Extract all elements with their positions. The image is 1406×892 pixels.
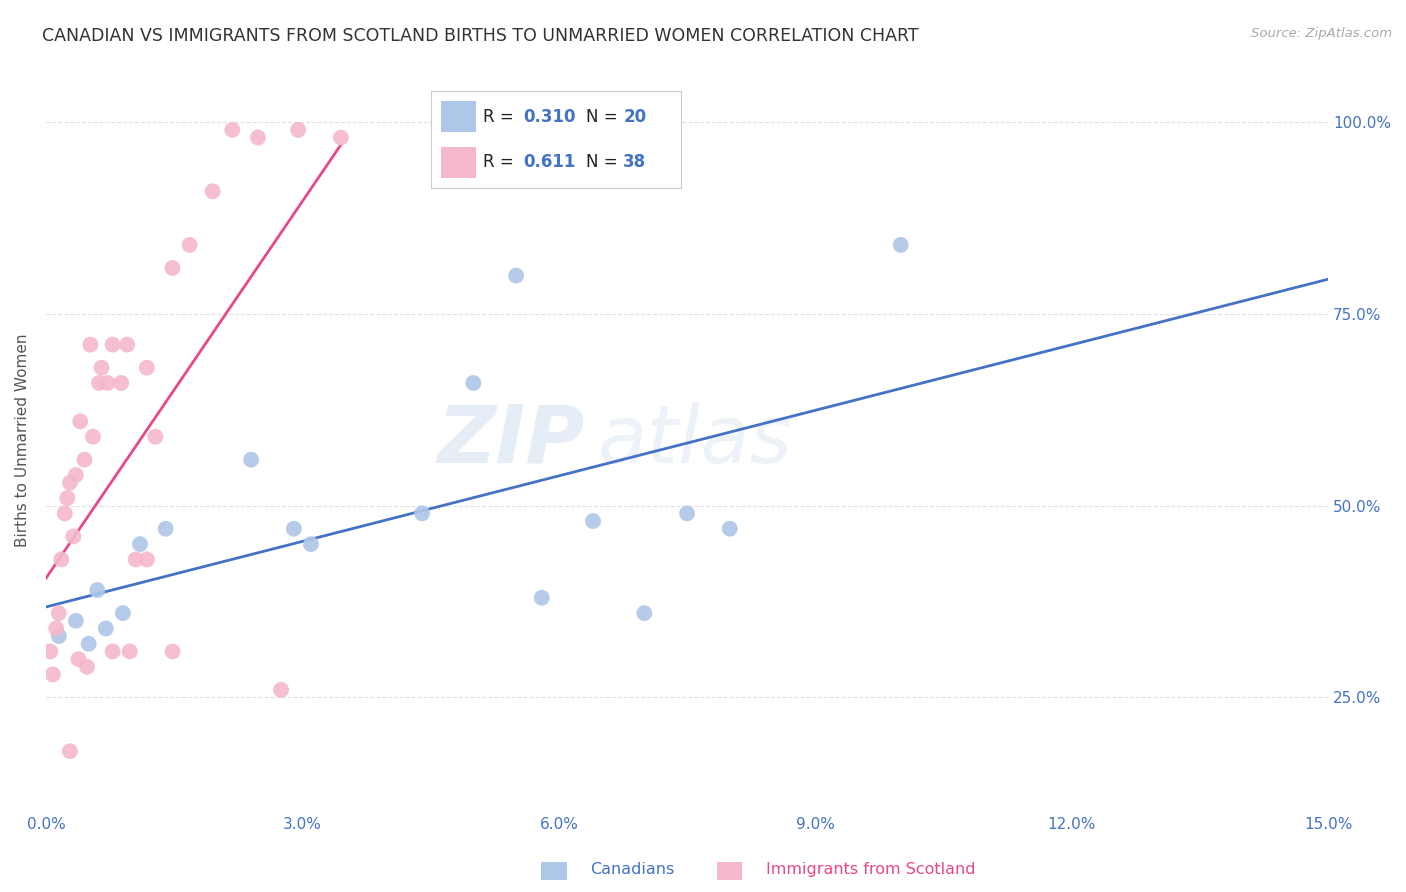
Point	[135, 360, 157, 375]
Point	[240, 452, 263, 467]
Point	[129, 537, 152, 551]
Point	[53, 507, 76, 521]
Text: atlas: atlas	[598, 401, 792, 480]
Point	[155, 522, 177, 536]
Point	[56, 491, 79, 505]
Point	[101, 644, 124, 658]
Point	[62, 529, 84, 543]
Point	[111, 606, 134, 620]
Point	[67, 652, 90, 666]
Point	[179, 238, 201, 252]
Point	[221, 123, 243, 137]
Point	[135, 552, 157, 566]
Point	[42, 667, 65, 681]
Point	[59, 744, 82, 758]
Point	[505, 268, 527, 283]
Point	[90, 360, 112, 375]
Point	[48, 606, 70, 620]
Point	[676, 507, 699, 521]
Point	[329, 130, 352, 145]
Text: Immigrants from Scotland: Immigrants from Scotland	[766, 863, 976, 877]
Point	[633, 606, 655, 620]
Point	[65, 614, 87, 628]
Point	[77, 637, 100, 651]
Point	[51, 552, 73, 566]
Text: Source: ZipAtlas.com: Source: ZipAtlas.com	[1251, 27, 1392, 40]
Point	[118, 644, 141, 658]
Point	[411, 507, 433, 521]
Point	[145, 430, 167, 444]
Point	[283, 522, 305, 536]
Point	[59, 475, 82, 490]
Point	[96, 376, 118, 390]
Point	[530, 591, 553, 605]
Point	[79, 337, 101, 351]
Point	[101, 337, 124, 351]
Point	[94, 622, 117, 636]
Point	[162, 260, 184, 275]
Point	[463, 376, 485, 390]
Point	[45, 622, 67, 636]
Point	[890, 238, 912, 252]
Point	[287, 123, 309, 137]
Point	[125, 552, 148, 566]
Point	[39, 644, 62, 658]
Text: CANADIAN VS IMMIGRANTS FROM SCOTLAND BIRTHS TO UNMARRIED WOMEN CORRELATION CHART: CANADIAN VS IMMIGRANTS FROM SCOTLAND BIR…	[42, 27, 918, 45]
Text: Canadians: Canadians	[591, 863, 675, 877]
Point	[110, 376, 132, 390]
Point	[201, 184, 224, 198]
Point	[299, 537, 322, 551]
Point	[65, 468, 87, 483]
Point	[87, 376, 110, 390]
Text: ZIP: ZIP	[437, 401, 585, 480]
Point	[48, 629, 70, 643]
Point	[73, 452, 96, 467]
Point	[246, 130, 269, 145]
Point	[69, 414, 91, 428]
Point	[76, 660, 98, 674]
Point	[718, 522, 741, 536]
Point	[162, 644, 184, 658]
Point	[82, 430, 104, 444]
Point	[115, 337, 138, 351]
Point	[270, 682, 292, 697]
Y-axis label: Births to Unmarried Women: Births to Unmarried Women	[15, 334, 30, 548]
Point	[582, 514, 605, 528]
Point	[86, 583, 108, 598]
